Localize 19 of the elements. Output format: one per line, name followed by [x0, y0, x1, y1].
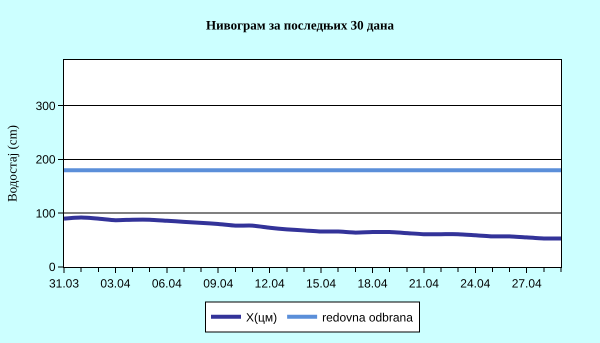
x-tick-label: 21.04 [408, 276, 440, 290]
legend-label: X(цм) [246, 310, 278, 324]
line-series [64, 216, 561, 241]
y-axis-title: Водостај (cm) [4, 124, 20, 202]
legend-label: redovna odbrana [322, 310, 414, 324]
y-tick-label: 200 [36, 152, 56, 167]
y-tick-label: 100 [36, 206, 56, 220]
x-tick-label: 18.04 [357, 276, 388, 290]
chart-title: Нивограм за последњих 30 дана [206, 18, 394, 33]
x-tick-label: 09.04 [203, 276, 234, 290]
x-tick-label: 27.04 [512, 276, 542, 290]
x-tick-label: 12.04 [254, 276, 285, 290]
x-tick-label: 31.03 [48, 276, 80, 290]
x-tick-label: 24.04 [460, 276, 491, 290]
x-tick-label: 06.04 [152, 276, 182, 290]
x-tick-label: 03.04 [100, 276, 131, 290]
y-tick-label: 0 [48, 260, 56, 274]
y-tick-label: 300 [36, 98, 56, 113]
x-tick-label: 15.04 [306, 276, 336, 290]
